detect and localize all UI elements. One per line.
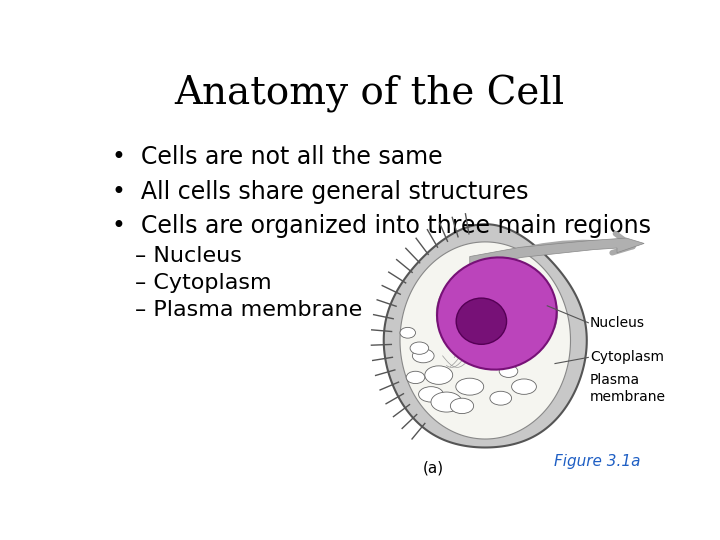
Text: Figure 3.1a: Figure 3.1a (554, 454, 640, 469)
Polygon shape (400, 242, 570, 439)
Ellipse shape (410, 342, 428, 354)
Text: (a): (a) (423, 460, 444, 475)
Text: •  Cells are not all the same: • Cells are not all the same (112, 145, 442, 169)
Text: – Nucleus: – Nucleus (135, 246, 242, 266)
Ellipse shape (418, 387, 444, 402)
Ellipse shape (456, 298, 507, 345)
Text: Anatomy of the Cell: Anatomy of the Cell (174, 75, 564, 113)
Ellipse shape (490, 392, 512, 405)
Ellipse shape (413, 349, 434, 363)
Text: Plasma
membrane: Plasma membrane (590, 373, 666, 404)
Ellipse shape (456, 378, 484, 395)
Polygon shape (469, 238, 644, 268)
Ellipse shape (499, 365, 518, 377)
Text: •  Cells are organized into three main regions: • Cells are organized into three main re… (112, 214, 651, 239)
Ellipse shape (437, 258, 557, 369)
Polygon shape (384, 224, 587, 448)
Ellipse shape (400, 327, 415, 338)
Text: •  All cells share general structures: • All cells share general structures (112, 180, 528, 204)
Text: – Plasma membrane: – Plasma membrane (135, 300, 362, 320)
Ellipse shape (512, 379, 536, 394)
Ellipse shape (425, 366, 453, 384)
Text: Cytoplasm: Cytoplasm (590, 350, 664, 365)
Text: Nucleus: Nucleus (590, 316, 645, 330)
Text: – Cytoplasm: – Cytoplasm (135, 273, 271, 293)
Ellipse shape (431, 392, 462, 412)
Ellipse shape (406, 372, 425, 383)
Ellipse shape (451, 398, 474, 414)
